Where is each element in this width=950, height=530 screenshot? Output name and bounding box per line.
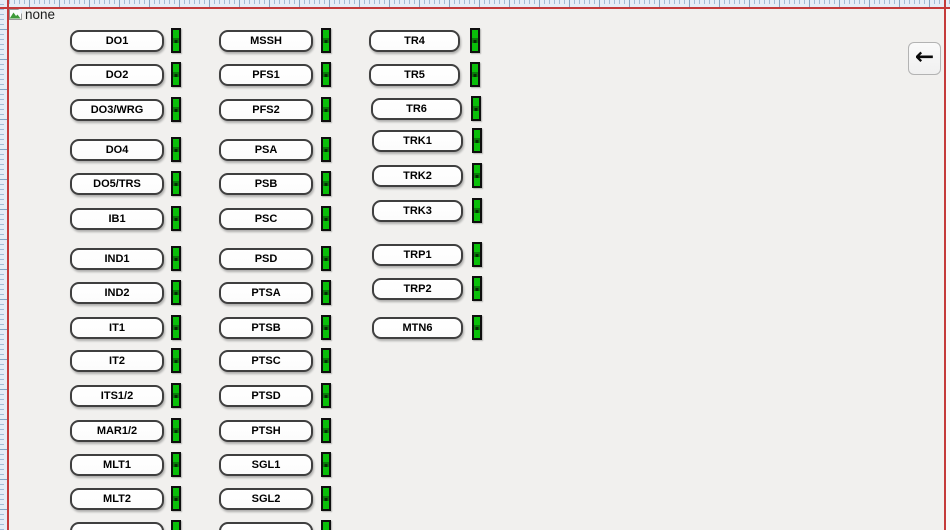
device-button-psa[interactable]: PSA bbox=[219, 139, 313, 161]
indicator-do1[interactable] bbox=[171, 28, 181, 53]
device-button-ptsa[interactable]: PTSA bbox=[219, 282, 313, 304]
device-button-ind2[interactable]: IND2 bbox=[70, 282, 164, 304]
indicator-mar1-2[interactable] bbox=[171, 418, 181, 443]
device-button-pfs2[interactable]: PFS2 bbox=[219, 99, 313, 121]
device-button-sgl1[interactable]: SGL1 bbox=[219, 454, 313, 476]
indicator-ptsh[interactable] bbox=[321, 418, 331, 443]
frame-line-top bbox=[0, 7, 950, 9]
device-button-col2-row15[interactable] bbox=[219, 522, 313, 530]
frame-line-right bbox=[944, 0, 946, 530]
device-button-ptsh[interactable]: PTSH bbox=[219, 420, 313, 442]
device-button-ptsd[interactable]: PTSD bbox=[219, 385, 313, 407]
device-button-tr6[interactable]: TR6 bbox=[371, 98, 462, 120]
ruler-ticks-long bbox=[0, 0, 7, 530]
indicator-ind2[interactable] bbox=[171, 280, 181, 305]
indicator-sgl2[interactable] bbox=[321, 486, 331, 511]
indicator-psd[interactable] bbox=[321, 246, 331, 271]
indicator-psa[interactable] bbox=[321, 137, 331, 162]
indicator-ptsd[interactable] bbox=[321, 383, 331, 408]
device-button-ptsc[interactable]: PTSC bbox=[219, 350, 313, 372]
device-button-trk2[interactable]: TRK2 bbox=[372, 165, 463, 187]
device-button-psd[interactable]: PSD bbox=[219, 248, 313, 270]
indicator-tr6[interactable] bbox=[471, 96, 481, 121]
indicator-trp2[interactable] bbox=[472, 276, 482, 301]
device-button-pfs1[interactable]: PFS1 bbox=[219, 64, 313, 86]
device-button-do4[interactable]: DO4 bbox=[70, 139, 164, 161]
device-button-col1-row15[interactable] bbox=[70, 522, 164, 530]
indicator-pfs2[interactable] bbox=[321, 97, 331, 122]
ruler-ticks-long bbox=[0, 0, 950, 7]
broken-image-icon bbox=[9, 9, 22, 20]
device-button-do1[interactable]: DO1 bbox=[70, 30, 164, 52]
device-button-psc[interactable]: PSC bbox=[219, 208, 313, 230]
device-button-psb[interactable]: PSB bbox=[219, 173, 313, 195]
indicator-do4[interactable] bbox=[171, 137, 181, 162]
device-button-trp2[interactable]: TRP2 bbox=[372, 278, 463, 300]
indicator-col2-row15[interactable] bbox=[321, 520, 331, 530]
indicator-do3-wrg[interactable] bbox=[171, 97, 181, 122]
device-button-mlt2[interactable]: MLT2 bbox=[70, 488, 164, 510]
device-button-trp1[interactable]: TRP1 bbox=[372, 244, 463, 266]
device-button-mar1-2[interactable]: MAR1/2 bbox=[70, 420, 164, 442]
indicator-ptsc[interactable] bbox=[321, 348, 331, 373]
indicator-tr4[interactable] bbox=[470, 28, 480, 53]
indicator-ind1[interactable] bbox=[171, 246, 181, 271]
indicator-col1-row15[interactable] bbox=[171, 520, 181, 530]
indicator-it1[interactable] bbox=[171, 315, 181, 340]
device-button-tr4[interactable]: TR4 bbox=[369, 30, 460, 52]
indicator-mtn6[interactable] bbox=[472, 315, 482, 340]
indicator-psc[interactable] bbox=[321, 206, 331, 231]
indicator-trp1[interactable] bbox=[472, 242, 482, 267]
indicator-psb[interactable] bbox=[321, 171, 331, 196]
device-button-do2[interactable]: DO2 bbox=[70, 64, 164, 86]
back-button[interactable]: ← bbox=[908, 42, 941, 75]
device-button-ib1[interactable]: IB1 bbox=[70, 208, 164, 230]
indicator-tr5[interactable] bbox=[470, 62, 480, 87]
indicator-do2[interactable] bbox=[171, 62, 181, 87]
indicator-trk2[interactable] bbox=[472, 163, 482, 188]
placeholder-label: none bbox=[25, 7, 56, 22]
indicator-its1-2[interactable] bbox=[171, 383, 181, 408]
indicator-mssh[interactable] bbox=[321, 28, 331, 53]
indicator-trk3[interactable] bbox=[472, 198, 482, 223]
indicator-mlt2[interactable] bbox=[171, 486, 181, 511]
indicator-ib1[interactable] bbox=[171, 206, 181, 231]
indicator-it2[interactable] bbox=[171, 348, 181, 373]
device-button-ind1[interactable]: IND1 bbox=[70, 248, 164, 270]
right-edge-strip bbox=[946, 0, 950, 530]
device-button-trk3[interactable]: TRK3 bbox=[372, 200, 463, 222]
device-button-do3-wrg[interactable]: DO3/WRG bbox=[70, 99, 164, 121]
device-button-ptsb[interactable]: PTSB bbox=[219, 317, 313, 339]
indicator-ptsb[interactable] bbox=[321, 315, 331, 340]
background-image-placeholder: none bbox=[9, 8, 55, 21]
device-button-sgl2[interactable]: SGL2 bbox=[219, 488, 313, 510]
indicator-do5-trs[interactable] bbox=[171, 171, 181, 196]
indicator-sgl1[interactable] bbox=[321, 452, 331, 477]
indicator-trk1[interactable] bbox=[472, 128, 482, 153]
device-button-tr5[interactable]: TR5 bbox=[369, 64, 460, 86]
device-button-its1-2[interactable]: ITS1/2 bbox=[70, 385, 164, 407]
indicator-pfs1[interactable] bbox=[321, 62, 331, 87]
device-button-mssh[interactable]: MSSH bbox=[219, 30, 313, 52]
device-button-mlt1[interactable]: MLT1 bbox=[70, 454, 164, 476]
indicator-ptsa[interactable] bbox=[321, 280, 331, 305]
ruler-horizontal bbox=[0, 0, 950, 8]
indicator-mlt1[interactable] bbox=[171, 452, 181, 477]
ruler-vertical bbox=[0, 0, 8, 530]
device-button-it1[interactable]: IT1 bbox=[70, 317, 164, 339]
device-button-do5-trs[interactable]: DO5/TRS bbox=[70, 173, 164, 195]
device-button-mtn6[interactable]: MTN6 bbox=[372, 317, 463, 339]
device-button-trk1[interactable]: TRK1 bbox=[372, 130, 463, 152]
back-arrow-icon: ← bbox=[914, 44, 935, 70]
frame-line-left bbox=[7, 0, 9, 530]
device-button-it2[interactable]: IT2 bbox=[70, 350, 164, 372]
